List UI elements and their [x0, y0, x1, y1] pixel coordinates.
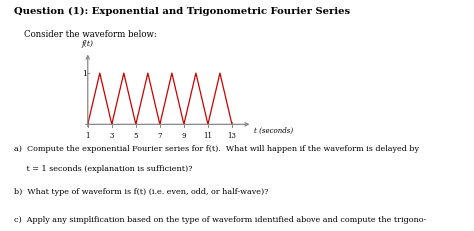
Text: f(t): f(t) [81, 40, 93, 48]
Text: a)  Compute the exponential Fourier series for f(t).  What will happen if the wa: a) Compute the exponential Fourier serie… [14, 144, 419, 152]
Text: c)  Apply any simplification based on the type of waveform identified above and : c) Apply any simplification based on the… [14, 215, 427, 223]
Text: b)  What type of waveform is f(t) (i.e. even, odd, or half-wave)?: b) What type of waveform is f(t) (i.e. e… [14, 188, 269, 195]
Text: Consider the waveform below:: Consider the waveform below: [24, 30, 156, 39]
Text: 1: 1 [82, 70, 87, 78]
Text: 9: 9 [182, 131, 186, 139]
Text: 3: 3 [109, 131, 114, 139]
Text: t (seconds): t (seconds) [254, 126, 293, 134]
Text: 11: 11 [203, 131, 212, 139]
Text: t = 1 seconds (explanation is sufficient)?: t = 1 seconds (explanation is sufficient… [14, 164, 193, 172]
Text: 7: 7 [158, 131, 162, 139]
Text: Question (1): Exponential and Trigonometric Fourier Series: Question (1): Exponential and Trigonomet… [14, 7, 350, 16]
Text: 13: 13 [228, 131, 237, 139]
Text: 5: 5 [134, 131, 138, 139]
Text: 1: 1 [85, 131, 90, 139]
